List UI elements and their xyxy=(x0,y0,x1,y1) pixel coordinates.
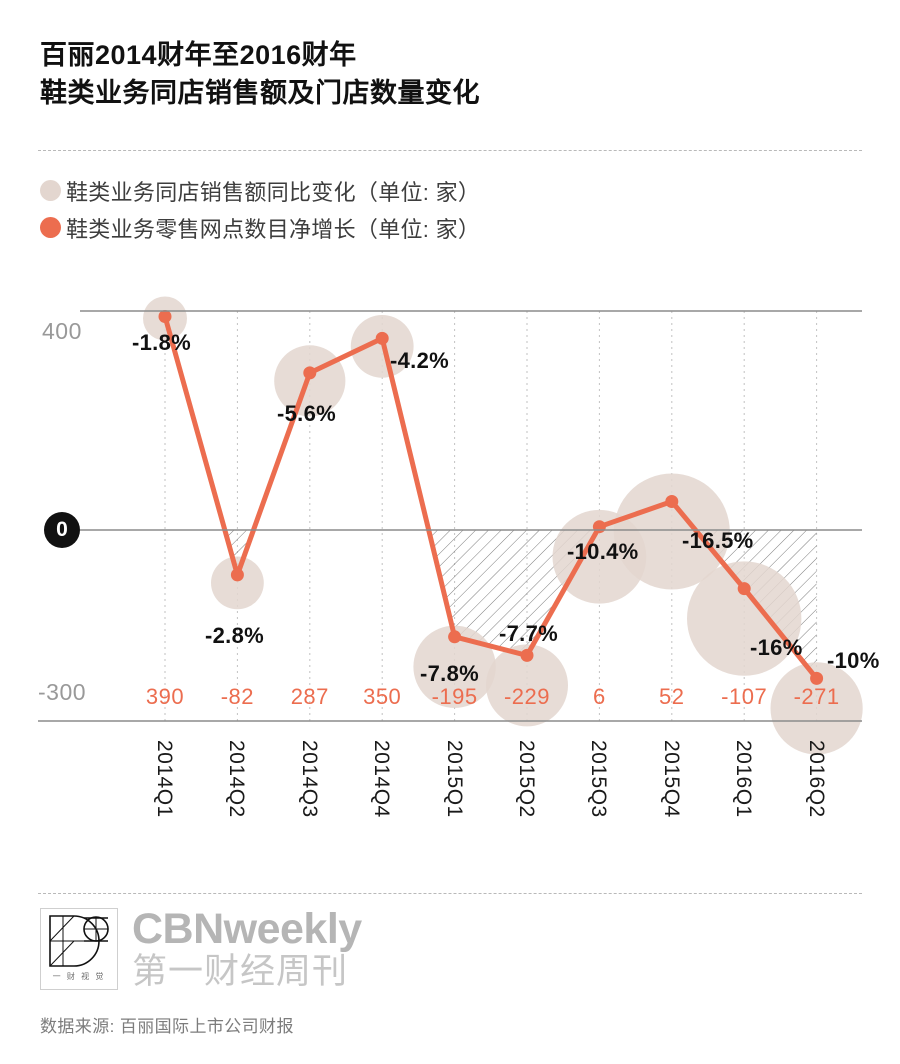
pct-label-2014Q2: -2.8% xyxy=(205,623,264,648)
value-label-2015Q3: 6 xyxy=(593,684,606,709)
divider-top xyxy=(38,150,862,151)
value-label-2015Q4: 52 xyxy=(659,684,685,709)
pct-label-2016Q2: -10% xyxy=(827,648,880,673)
legend-label-same-store-sales: 鞋类业务同店销售额同比变化（单位: 家） xyxy=(66,179,481,205)
title-line-2: 鞋类业务同店销售额及门店数量变化 xyxy=(40,78,480,109)
x-axis-label-2015Q3: 2015Q3 xyxy=(587,740,611,818)
brand-name-cn: 第一财经周刊 xyxy=(132,952,349,992)
legend-item-net-store-growth: 鞋类业务零售网点数目净增长（单位: 家） xyxy=(40,209,480,246)
x-axis-label-2015Q2: 2015Q2 xyxy=(515,740,538,818)
x-axis-label-2014Q3: 2014Q3 xyxy=(297,740,321,818)
legend-swatch-net-store-growth xyxy=(40,217,61,238)
y-axis-tick--300: -300 xyxy=(38,679,87,705)
pct-label-2015Q1: -7.8% xyxy=(420,661,479,686)
pct-label-2015Q4: -16.5% xyxy=(682,528,754,553)
brand-lockup: 一 财 视 觉 CBNweekly 第一财经周刊 xyxy=(40,905,362,992)
title-line-1: 百丽2014财年至2016财年 xyxy=(40,40,357,70)
x-axis-label-2015Q4: 2015Q4 xyxy=(659,740,683,818)
value-label-2014Q1: 390 xyxy=(145,684,185,709)
x-axis-label-2014Q4: 2014Q4 xyxy=(370,740,394,818)
x-axis-label-2014Q2: 2014Q2 xyxy=(225,740,249,818)
divider-bottom xyxy=(38,893,862,894)
legend-label-net-store-growth: 鞋类业务零售网点数目净增长（单位: 家） xyxy=(66,216,481,242)
cbn-logo-icon: 一 财 视 觉 xyxy=(40,908,118,990)
x-axis-label-2016Q1: 2016Q1 xyxy=(732,740,756,818)
x-axis-label-2015Q1: 2015Q1 xyxy=(442,740,466,818)
pct-label-2015Q3: -10.4% xyxy=(567,539,639,564)
pct-label-2015Q2: -7.7% xyxy=(499,621,558,646)
x-axis-label-2016Q2: 2016Q2 xyxy=(804,740,828,818)
value-label-2016Q2: -271 xyxy=(793,684,840,709)
logo-caption: 一 财 视 觉 xyxy=(52,972,106,981)
value-label-2015Q2: -229 xyxy=(503,684,551,709)
pct-label-2016Q1: -16% xyxy=(750,635,803,660)
chart-legend: 鞋类业务同店销售额同比变化（单位: 家） 鞋类业务零售网点数目净增长（单位: 家… xyxy=(40,172,480,246)
legend-swatch-same-store-sales xyxy=(40,180,61,201)
logo-glyph-icon xyxy=(49,915,109,967)
y-axis-tick-zero: 0 xyxy=(44,512,80,548)
bubble-series xyxy=(143,296,863,755)
value-label-2016Q1: -107 xyxy=(721,684,768,709)
pct-label-2014Q1: -1.8% xyxy=(132,330,191,355)
value-label-2014Q2: -82 xyxy=(220,684,255,709)
page-title: 百丽2014财年至2016财年 鞋类业务同店销售额及门店数量变化 xyxy=(40,36,840,113)
brand-names: CBNweekly 第一财经周刊 xyxy=(132,905,362,992)
pct-label-2014Q4: -4.2% xyxy=(390,348,449,373)
source-note: 数据来源: 百丽国际上市公司财报 xyxy=(40,1017,294,1036)
value-label-2014Q3: 287 xyxy=(290,684,329,709)
axis-lines xyxy=(38,310,862,722)
pct-label-2014Q3: -5.6% xyxy=(277,401,336,426)
legend-item-same-store-sales: 鞋类业务同店销售额同比变化（单位: 家） xyxy=(40,172,480,209)
value-label-2015Q1: -195 xyxy=(431,684,478,709)
brand-name-en: CBNweekly xyxy=(132,905,362,953)
x-axis-label-2014Q1: 2014Q1 xyxy=(153,740,176,818)
value-label-2014Q4: 350 xyxy=(363,684,402,709)
y-axis-tick-400: 400 xyxy=(42,318,82,344)
